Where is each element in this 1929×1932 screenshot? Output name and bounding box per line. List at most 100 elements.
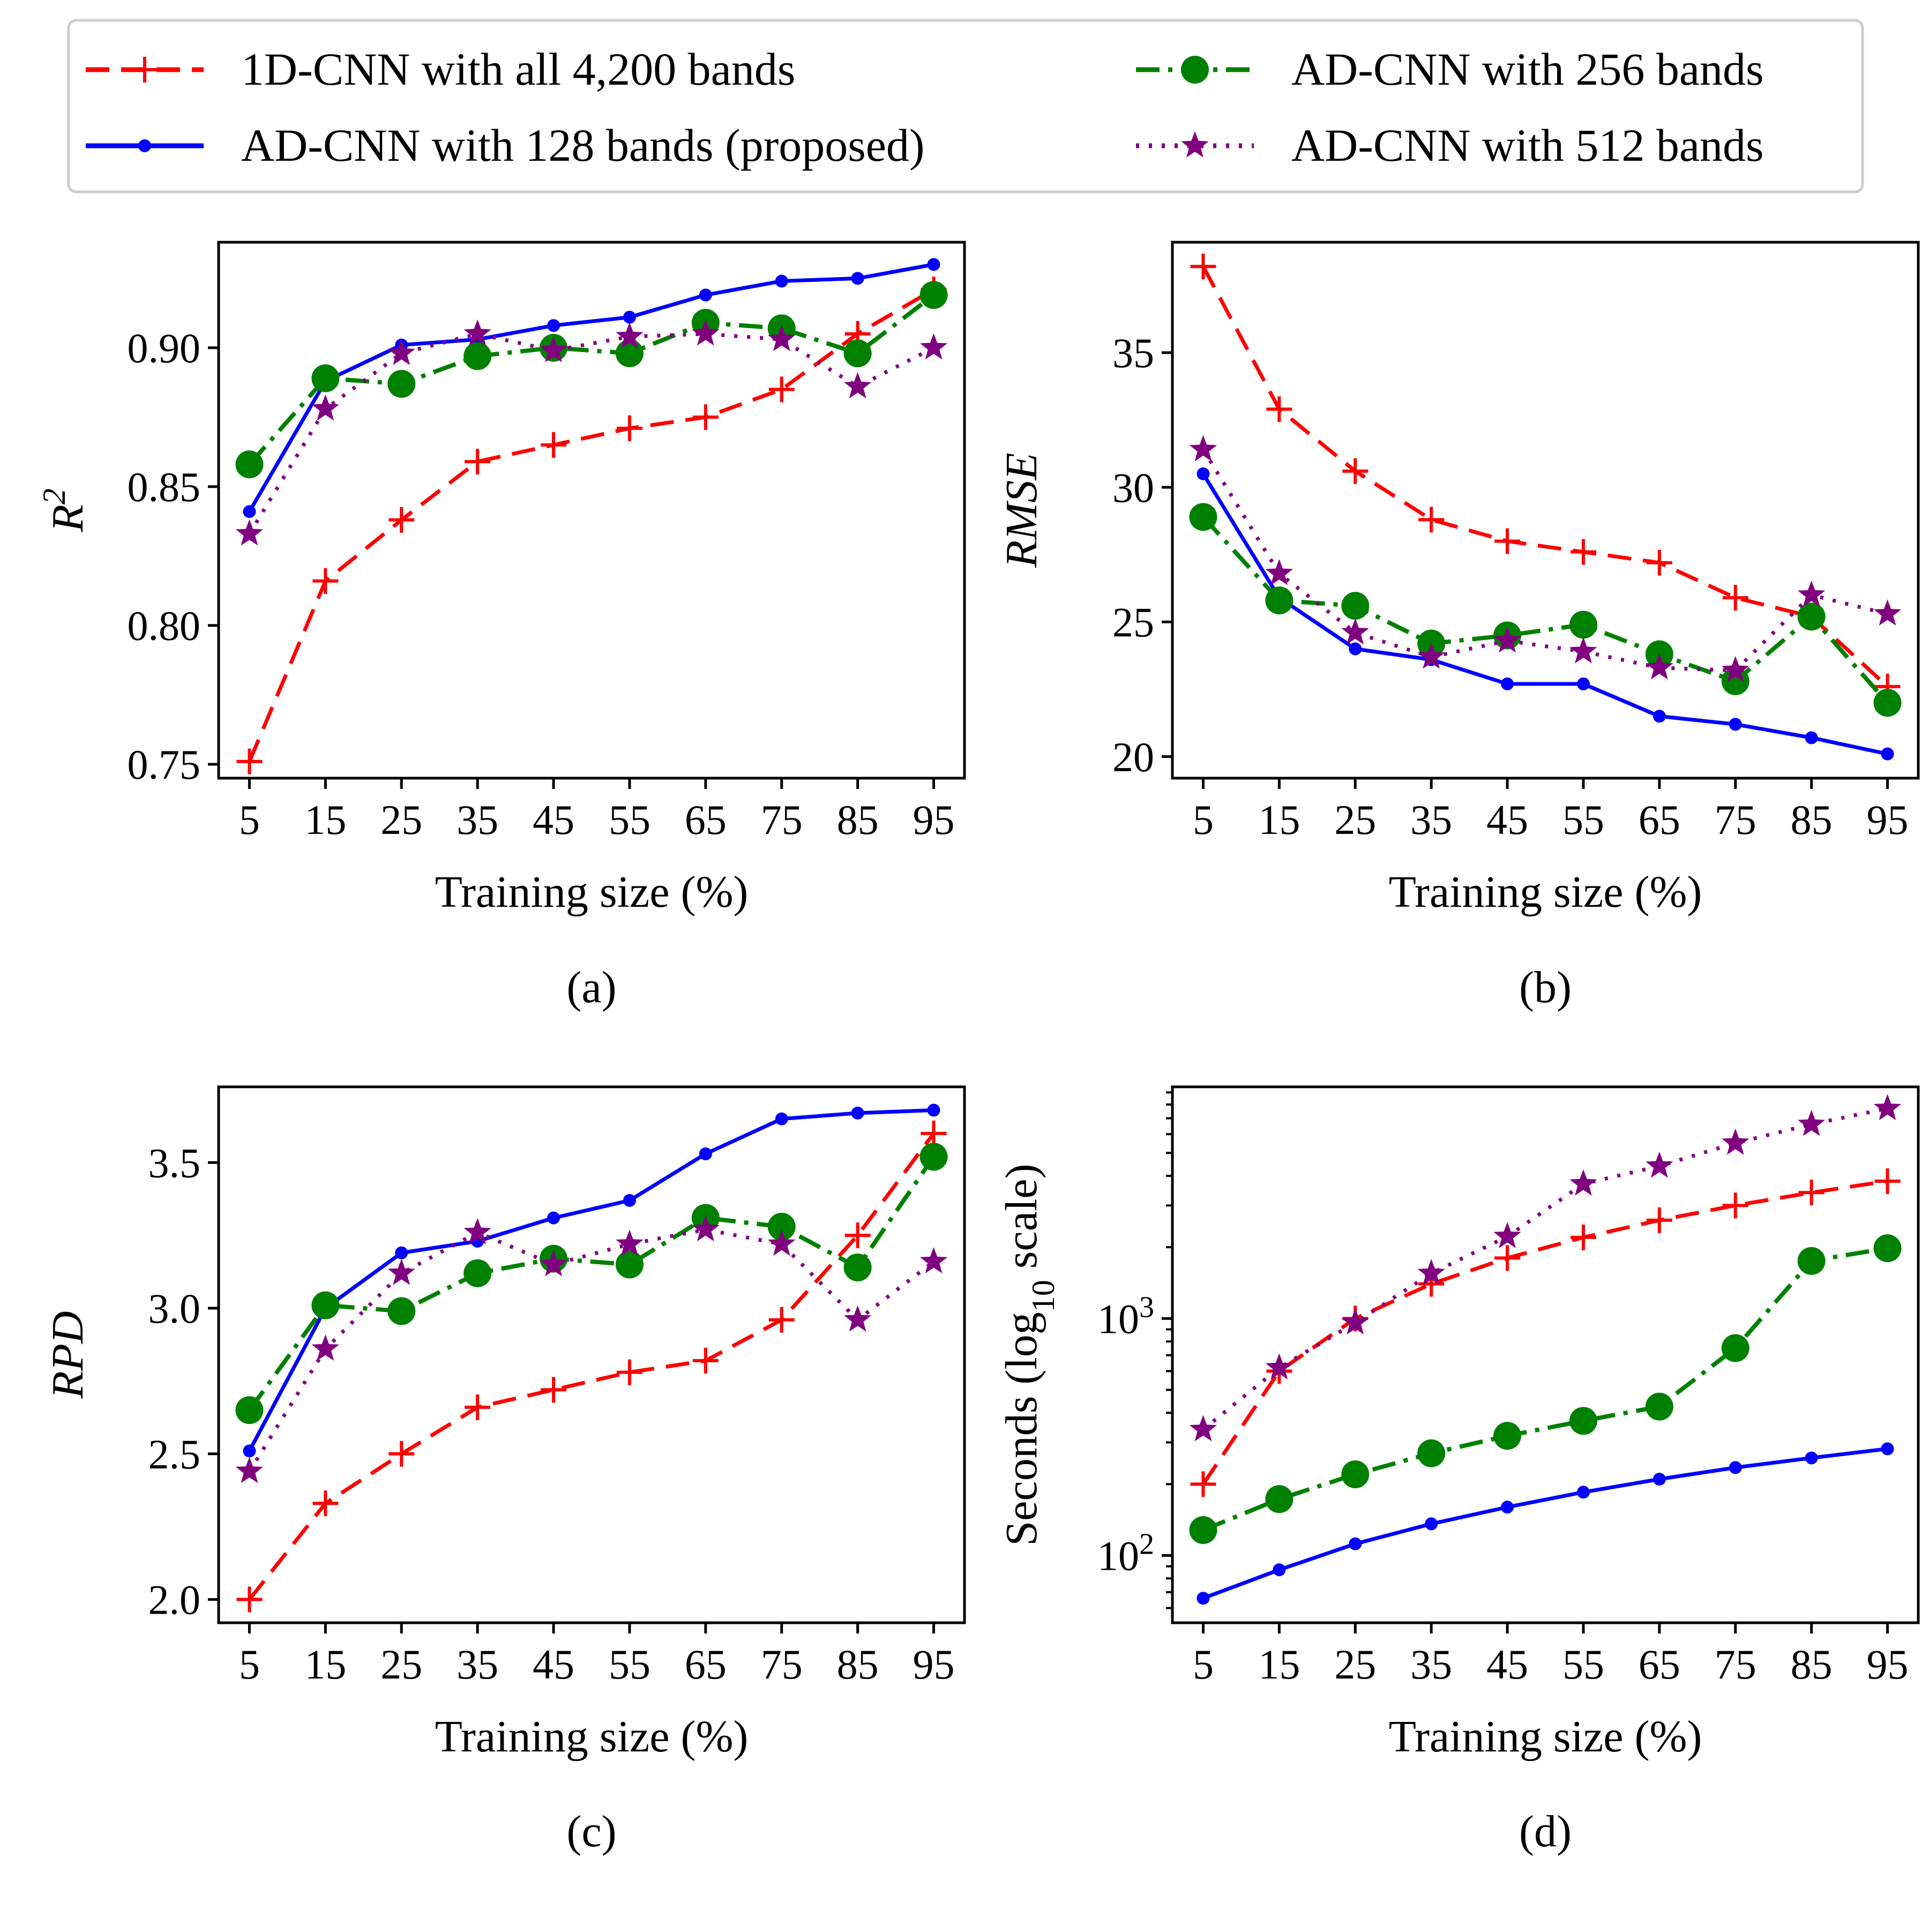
x-tick-label: 85 <box>1791 1641 1833 1688</box>
x-tick-label: 25 <box>1334 796 1376 843</box>
data-point <box>1189 1516 1217 1545</box>
data-point <box>235 1457 264 1483</box>
data-point <box>1341 1308 1369 1334</box>
data-point <box>1798 580 1826 607</box>
data-point <box>311 1334 339 1361</box>
data-point <box>843 339 872 368</box>
data-point <box>1190 1471 1216 1497</box>
data-point <box>1569 1169 1597 1196</box>
y-tick-label: 30 <box>1112 464 1154 511</box>
data-point <box>1569 610 1597 639</box>
y-tick-label: 2.5 <box>148 1431 201 1478</box>
data-point <box>463 342 492 370</box>
data-point <box>1721 667 1749 696</box>
series-line <box>1202 1246 1888 1532</box>
y-tick-label: 0.75 <box>128 741 201 788</box>
y-tick-label: 102 <box>1097 1527 1154 1579</box>
data-point <box>692 404 719 430</box>
data-point <box>1341 592 1370 620</box>
data-point <box>1722 1192 1748 1219</box>
data-point <box>1797 1247 1826 1275</box>
data-point <box>395 1246 408 1259</box>
data-point <box>387 339 415 365</box>
data-point <box>1494 1245 1521 1271</box>
plot-area <box>1189 1094 1902 1605</box>
legend-entry-ad-cnn-with-512-bands: AD-CNN with 512 bands <box>1136 120 1763 171</box>
data-point <box>1645 1392 1673 1421</box>
data-point <box>1349 642 1362 655</box>
data-point <box>1576 677 1590 691</box>
data-point <box>844 1222 871 1249</box>
series-1d-cnn-with-all-4-200-bands <box>236 277 947 774</box>
data-point <box>1197 1592 1210 1605</box>
data-point <box>236 1586 263 1613</box>
data-point <box>692 1347 719 1374</box>
x-tick-label: 65 <box>685 796 727 843</box>
series-1d-cnn-with-all-4-200-bands <box>236 1120 947 1613</box>
data-point <box>387 370 416 398</box>
series-line <box>1201 473 1888 756</box>
data-point <box>1493 1422 1522 1450</box>
data-point <box>1797 602 1826 631</box>
x-tick-label: 65 <box>1639 1641 1680 1688</box>
data-point <box>1265 1485 1294 1513</box>
data-point <box>312 568 339 594</box>
data-point <box>1722 1128 1749 1155</box>
legend-label: AD-CNN with 128 bands (proposed) <box>241 120 925 171</box>
data-point <box>387 1297 416 1325</box>
x-tick-label: 5 <box>1193 1641 1214 1688</box>
legend-entry-ad-cnn-with-128-bands-proposed: AD-CNN with 128 bands (proposed) <box>86 120 925 171</box>
panels: 5 15 25 35 45 55 65 75 85 950.750.800.850.90Train… <box>36 241 1920 1856</box>
data-point <box>243 505 256 518</box>
x-tick-label: 5 <box>239 1641 260 1688</box>
x-axis-label: Training size (%) <box>1389 867 1702 917</box>
y-tick-label: 0.85 <box>128 464 201 510</box>
data-point <box>919 333 948 360</box>
x-axis-label: Training size (%) <box>1389 1712 1702 1762</box>
data-point <box>1570 1224 1596 1250</box>
x-tick-label: 15 <box>1258 796 1300 843</box>
data-point <box>692 1215 720 1242</box>
data-point <box>541 432 567 458</box>
data-point <box>1189 503 1217 531</box>
y-tick-label: 103 <box>1097 1291 1154 1342</box>
series-ad-cnn-with-256-bands <box>1189 1234 1902 1545</box>
data-point <box>1873 1234 1902 1263</box>
data-point <box>699 288 712 302</box>
x-tick-label: 95 <box>913 796 955 843</box>
data-point <box>1265 559 1293 585</box>
series-line <box>248 332 935 535</box>
y-axis-label: RPD <box>43 1311 93 1399</box>
data-point <box>1341 618 1369 645</box>
data-point <box>1265 586 1294 615</box>
data-point <box>1417 1259 1445 1285</box>
data-point <box>465 1394 491 1420</box>
x-tick-label: 85 <box>837 1641 879 1688</box>
series-line <box>1201 265 1889 688</box>
series-line <box>248 1108 934 1452</box>
data-point <box>616 415 642 442</box>
legend-frame <box>67 19 1864 193</box>
series-ad-cnn-with-256-bands <box>235 281 948 479</box>
series-ad-cnn-with-128-bands-proposed <box>1197 467 1894 760</box>
series-ad-cnn-with-512-bands <box>1189 435 1902 682</box>
data-point <box>463 1218 491 1244</box>
data-point <box>1189 1415 1217 1442</box>
x-tick-label: 55 <box>609 796 651 843</box>
panel-2: 5 15 25 35 45 55 65 75 85 95 20 25 30 35 Training size… <box>997 241 1920 1012</box>
data-point <box>540 336 567 362</box>
y-tick-label: 35 <box>1112 330 1154 376</box>
data-point <box>236 748 263 774</box>
data-point <box>312 1490 339 1517</box>
data-point <box>1653 1472 1666 1486</box>
data-point <box>1805 1451 1818 1465</box>
series-ad-cnn-with-256-bands <box>235 1143 948 1424</box>
data-point <box>1417 1439 1446 1467</box>
data-point <box>387 1258 415 1285</box>
data-point <box>1265 1353 1293 1379</box>
y-axis-label: R2 <box>36 488 93 532</box>
x-axis-label: Training size (%) <box>435 867 749 917</box>
data-point <box>1729 718 1742 731</box>
data-point <box>463 1259 492 1287</box>
data-point <box>616 1229 644 1256</box>
